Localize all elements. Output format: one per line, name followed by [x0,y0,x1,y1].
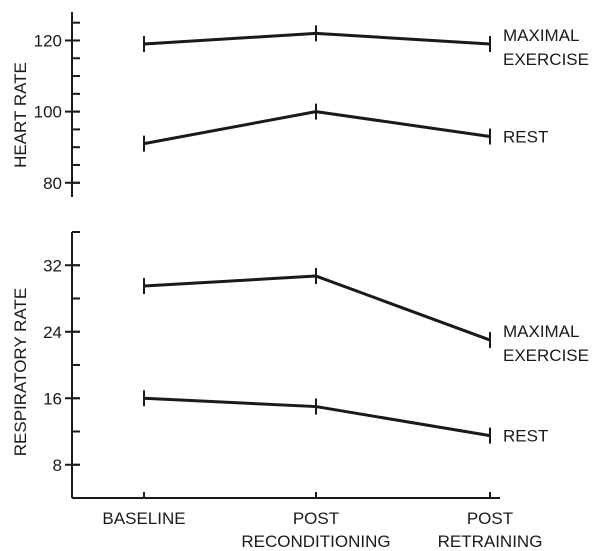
series-label: MAXIMAL EXERCISE [503,26,589,69]
y-tick-label: 8 [53,456,62,475]
y-tick-label: 80 [43,174,62,193]
series-label: MAXIMAL EXERCISE [503,322,589,365]
y-axis-title: HEART RATE [11,62,30,168]
y-tick-label: 100 [34,103,62,122]
x-tick-label: RECONDITIONING [241,532,390,551]
y-tick-label: 16 [43,389,62,408]
x-tick-label: POST [293,509,339,528]
x-tick-label: BASELINE [102,509,185,528]
y-tick-label: 24 [43,323,62,342]
x-tick-label: POST [467,509,513,528]
series-label: REST [503,427,548,446]
y-tick-label: 32 [43,256,62,275]
series-label: REST [503,128,548,147]
series-line [143,274,491,342]
y-axis-title: RESPIRATORY RATE [11,288,30,456]
y-tick-label: 120 [34,31,62,50]
x-tick-label: RETRAINING [438,532,543,551]
